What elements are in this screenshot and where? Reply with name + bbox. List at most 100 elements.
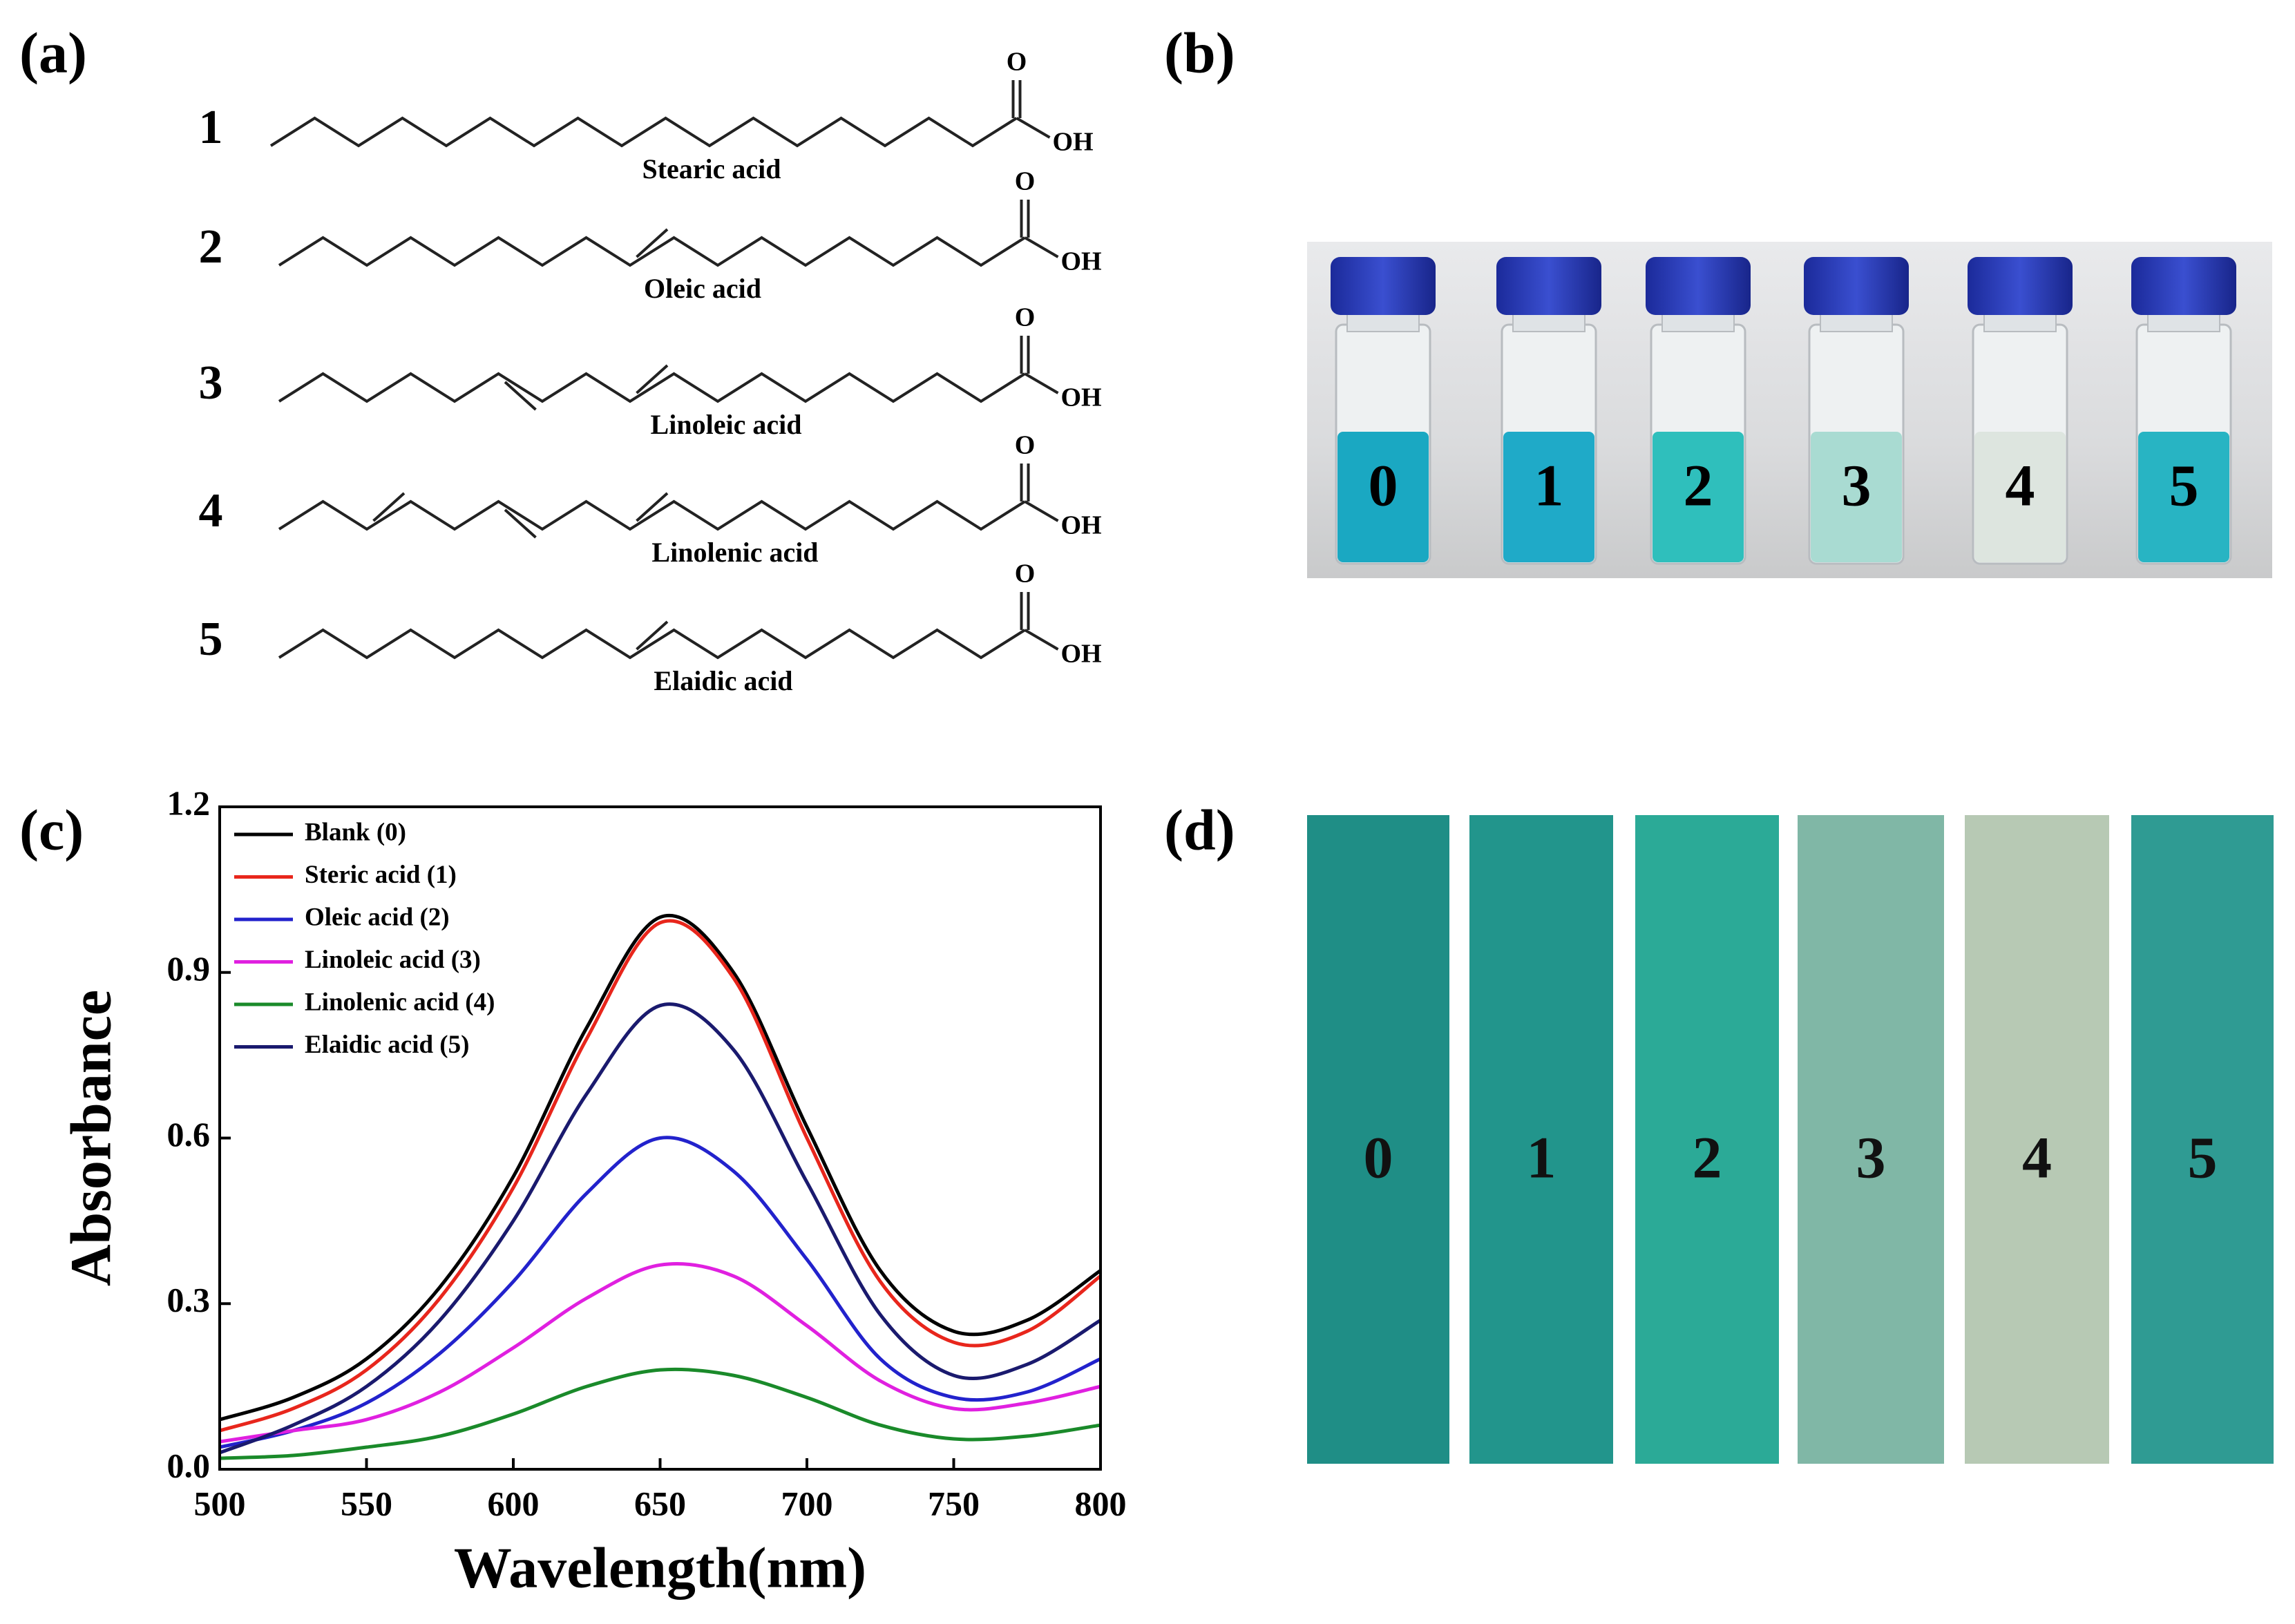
strip-label: 2 bbox=[1693, 1125, 1722, 1191]
x-tick-label: 750 bbox=[928, 1484, 980, 1522]
x-tick-label: 800 bbox=[1075, 1484, 1127, 1522]
compound-number: 1 bbox=[199, 101, 223, 154]
spectrum-line bbox=[219, 1262, 1101, 1444]
double-bond bbox=[636, 228, 669, 258]
panel-label: (a) bbox=[19, 21, 87, 85]
test-strip bbox=[1965, 815, 2109, 1464]
oxygen-label: O bbox=[1015, 303, 1036, 332]
spectrum-line bbox=[219, 1002, 1102, 1455]
vial-liquid bbox=[1811, 432, 1902, 562]
hydroxyl-label: OH bbox=[1061, 383, 1102, 412]
spectrum-line bbox=[219, 919, 1102, 1433]
legend-label: Linolenic acid (4) bbox=[305, 988, 495, 1016]
x-tick-label: 650 bbox=[634, 1484, 686, 1522]
oxygen-label: O bbox=[1015, 167, 1036, 196]
test-strip bbox=[1469, 815, 1613, 1464]
hydroxyl-label: OH bbox=[1061, 247, 1102, 276]
compound-name: Linolenic acid bbox=[651, 537, 818, 568]
vial-label: 2 bbox=[1684, 452, 1713, 519]
carbon-chain bbox=[278, 372, 1026, 403]
strip-label: 5 bbox=[2188, 1125, 2218, 1191]
vial-liquid bbox=[1653, 432, 1744, 562]
spectrum-line bbox=[219, 1136, 1102, 1449]
hydroxyl-label: OH bbox=[1053, 128, 1094, 157]
vial-liquid bbox=[1974, 432, 2066, 562]
legend-label: Linoleic acid (3) bbox=[305, 946, 481, 974]
vial-label: 1 bbox=[1534, 452, 1564, 519]
hydroxyl-bond bbox=[1024, 372, 1059, 394]
vial-label: 5 bbox=[2169, 452, 2199, 519]
oxygen-label: O bbox=[1007, 48, 1027, 77]
vial-liquid bbox=[2138, 432, 2229, 562]
panel-label: (c) bbox=[19, 798, 84, 862]
vial-cap bbox=[1496, 257, 1601, 315]
hydroxyl-bond bbox=[1024, 500, 1059, 522]
double-bond bbox=[504, 508, 537, 539]
compound-name: Stearic acid bbox=[642, 153, 781, 184]
carbon-chain bbox=[278, 628, 1026, 660]
oxygen-label: O bbox=[1015, 431, 1036, 460]
compound-number: 2 bbox=[199, 220, 223, 274]
vial-label: 3 bbox=[1842, 452, 1872, 519]
compound-number: 5 bbox=[199, 613, 223, 666]
vial-cap bbox=[2131, 257, 2236, 315]
y-tick-label: 0.0 bbox=[167, 1446, 211, 1484]
vial-photo bbox=[1307, 242, 2272, 578]
hydroxyl-bond bbox=[1016, 117, 1051, 139]
strip-label: 1 bbox=[1527, 1125, 1556, 1191]
vial-label: 0 bbox=[1369, 452, 1398, 519]
compound-number: 3 bbox=[199, 356, 223, 410]
x-tick-label: 700 bbox=[781, 1484, 833, 1522]
vial-label: 4 bbox=[2006, 452, 2035, 519]
double-bond bbox=[636, 492, 669, 522]
compound-name: Elaidic acid bbox=[654, 665, 792, 696]
double-bond bbox=[636, 620, 669, 651]
panel-label: (d) bbox=[1164, 798, 1235, 862]
y-tick-label: 0.3 bbox=[167, 1281, 211, 1319]
vial-cap bbox=[1804, 257, 1909, 315]
hydroxyl-label: OH bbox=[1061, 640, 1102, 669]
vial-liquid bbox=[1503, 432, 1594, 562]
x-tick-label: 500 bbox=[194, 1484, 246, 1522]
vial-liquid bbox=[1337, 432, 1429, 562]
double-bond bbox=[636, 364, 669, 394]
double-bond bbox=[504, 381, 537, 411]
carbon-chain bbox=[278, 499, 1026, 531]
y-tick-label: 0.6 bbox=[167, 1115, 211, 1154]
legend-label: Elaidic acid (5) bbox=[305, 1031, 469, 1059]
legend-label: Steric acid (1) bbox=[305, 861, 457, 889]
test-strip bbox=[1307, 815, 1449, 1464]
plot-frame bbox=[218, 805, 1102, 1471]
x-tick-label: 600 bbox=[488, 1484, 540, 1522]
compound-number: 4 bbox=[199, 484, 223, 537]
hydroxyl-label: OH bbox=[1061, 511, 1102, 540]
test-strip bbox=[1635, 815, 1779, 1464]
double-bond bbox=[372, 492, 406, 522]
test-strip bbox=[2131, 815, 2274, 1464]
vial-cap bbox=[1968, 257, 2073, 315]
legend-label: Blank (0) bbox=[305, 818, 406, 846]
oxygen-label: O bbox=[1015, 560, 1036, 589]
carbon-chain bbox=[278, 236, 1026, 267]
strip-label: 4 bbox=[2022, 1125, 2052, 1191]
x-axis-label: Wavelength(nm) bbox=[454, 1536, 866, 1600]
carbon-chain bbox=[269, 116, 1018, 148]
compound-name: Oleic acid bbox=[644, 273, 761, 304]
spectrum-line bbox=[219, 1367, 1101, 1460]
strip-label: 3 bbox=[1856, 1125, 1886, 1191]
legend-label: Oleic acid (2) bbox=[305, 903, 450, 931]
y-tick-label: 1.2 bbox=[167, 783, 211, 822]
compound-name: Linoleic acid bbox=[651, 409, 802, 440]
y-tick-label: 0.9 bbox=[167, 949, 211, 988]
vial-cap bbox=[1646, 257, 1751, 315]
y-axis-label: Absorbance bbox=[59, 990, 123, 1286]
spectrum-line bbox=[219, 913, 1102, 1422]
panel-label: (b) bbox=[1164, 21, 1235, 85]
vial-cap bbox=[1331, 257, 1436, 315]
x-tick-label: 550 bbox=[341, 1484, 392, 1522]
test-strip bbox=[1798, 815, 1944, 1464]
hydroxyl-bond bbox=[1024, 236, 1059, 258]
strip-label: 0 bbox=[1364, 1125, 1393, 1191]
